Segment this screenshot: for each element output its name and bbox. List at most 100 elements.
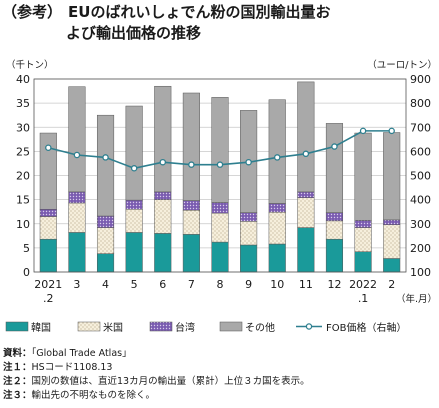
bar-segment-2 [383, 219, 401, 225]
bar-segment-0 [68, 232, 86, 273]
fob-price-point [245, 158, 252, 166]
y-left-tick-label: 10 [16, 218, 30, 231]
plot-frame [33, 78, 407, 273]
bar-segment-3 [383, 132, 401, 221]
bar-segment-2 [68, 191, 86, 204]
x-tick-label: 2 [388, 278, 395, 291]
bar-segment-0 [96, 253, 115, 273]
legend-item: 米国 [77, 321, 123, 334]
bar-segment-0 [383, 258, 401, 273]
x-axis-unit-label: （年.月） [396, 293, 437, 305]
y-right-tick-label: 600 [410, 145, 431, 158]
note-2: 注２：国別の数値は、直近13カ月の輸出量（累計）上位３カ国を表示。 [3, 376, 310, 387]
bar-segment-1 [354, 227, 372, 252]
y-left-tick-label: 40 [16, 73, 30, 86]
x-tick-label: 4 [102, 278, 109, 291]
bar-segment-0 [325, 238, 344, 273]
fob-price-point [188, 161, 195, 168]
y-left-tick-label: 15 [16, 194, 30, 207]
y-left-tick-label: 30 [16, 121, 30, 134]
legend-label: 台湾 [175, 321, 195, 334]
bar-segment-1 [154, 199, 172, 234]
x-tick-label: 2022 [349, 278, 377, 291]
bar-segment-3 [325, 123, 344, 213]
bar-segment-3 [39, 132, 57, 210]
bar-segment-3 [154, 85, 172, 193]
bar-segment-1 [96, 227, 115, 254]
bar-segment-3 [268, 99, 286, 204]
bar-segment-1 [325, 220, 344, 240]
bar-segment-2 [154, 191, 172, 200]
bar-segment-1 [268, 211, 286, 245]
legend-label: 韓国 [31, 322, 51, 334]
bar-segment-2 [182, 200, 200, 211]
y-right-tick-label: 100 [410, 266, 431, 279]
bar-segment-1 [211, 212, 229, 243]
legend-label: FOB価格（右軸） [326, 321, 406, 334]
x-tick-label: 9 [245, 278, 252, 291]
bar-segment-0 [240, 244, 258, 273]
y-right-tick-label: 400 [410, 194, 431, 207]
title-tag: （参考） [2, 3, 63, 21]
x-tick-label: 8 [217, 278, 224, 291]
bar-segment-3 [96, 114, 115, 217]
legend-item: 台湾 [149, 321, 195, 334]
bar-segment-2 [125, 199, 143, 210]
y-left-tick-label: 25 [16, 145, 30, 158]
y-right-tick-label: 500 [410, 170, 431, 183]
bar-segment-2 [354, 220, 372, 228]
bar-segment-3 [211, 97, 229, 203]
bar-segment-3 [125, 105, 143, 201]
legend-swatch [219, 321, 243, 332]
fob-price-point [302, 150, 310, 158]
legend-swatch [77, 321, 101, 332]
y-right-tick-label: 700 [410, 121, 431, 134]
legend-label: その他 [245, 321, 275, 334]
bar-segment-3 [182, 92, 200, 201]
x-tick-label: 10 [270, 278, 284, 291]
bar-segment-0 [211, 241, 229, 273]
x-tick-label: 2021 [34, 278, 62, 291]
fob-price-point [130, 165, 138, 172]
bar-segment-2 [96, 215, 115, 228]
bar-segment-1 [383, 224, 401, 259]
chart-title: （参考） EUのばれいしょでん粉の国別輸出量お よび輸出価格の推移 [2, 2, 434, 44]
note-source: 資料：「Global Trade Atlas」 [3, 348, 132, 359]
bar-segment-2 [325, 212, 344, 222]
fob-price-point [159, 158, 167, 166]
x-tick-label: 6 [159, 278, 166, 291]
legend-swatch [149, 321, 173, 332]
x-tick-sublabel: .1 [358, 292, 369, 305]
bar-segment-1 [125, 209, 143, 233]
title-line-2: よび輸出価格の推移 [66, 24, 202, 42]
x-tick-label: 7 [188, 278, 195, 291]
fob-price-point [388, 127, 395, 135]
y-right-tick-label: 200 [410, 242, 431, 255]
bar-segment-1 [39, 216, 57, 240]
bar-segment-2 [268, 203, 286, 213]
fob-price-point [216, 161, 224, 168]
note-1: 注１：HSコード1108.13 [3, 362, 113, 373]
fob-price-point [273, 154, 281, 161]
title-line-1: EUのばれいしょでん粉の国別輸出量お [68, 3, 331, 21]
x-tick-label: 11 [299, 278, 313, 291]
y-left-tick-label: 35 [16, 97, 30, 110]
y-left-tick-label: 0 [23, 266, 30, 279]
bar-segment-3 [297, 81, 315, 193]
bar-segment-2 [39, 209, 57, 217]
legend-label: 米国 [103, 321, 123, 334]
fob-price-point [102, 154, 109, 161]
fob-price-point [73, 151, 81, 159]
bar-segment-0 [39, 238, 57, 273]
fob-price-point [359, 127, 367, 135]
x-tick-sublabel: .2 [43, 292, 54, 305]
bar-segment-2 [297, 191, 315, 198]
legend-line-marker [305, 323, 313, 330]
bar-segment-2 [240, 212, 258, 222]
bar-segment-3 [354, 132, 372, 221]
bar-segment-1 [240, 221, 258, 246]
bar-segment-1 [68, 202, 86, 233]
legend-swatch [5, 321, 29, 332]
legend-item: FOB価格（右軸） [296, 321, 406, 334]
notes-block: 資料：「Global Trade Atlas」 注１：HSコード1108.13 … [3, 347, 310, 403]
